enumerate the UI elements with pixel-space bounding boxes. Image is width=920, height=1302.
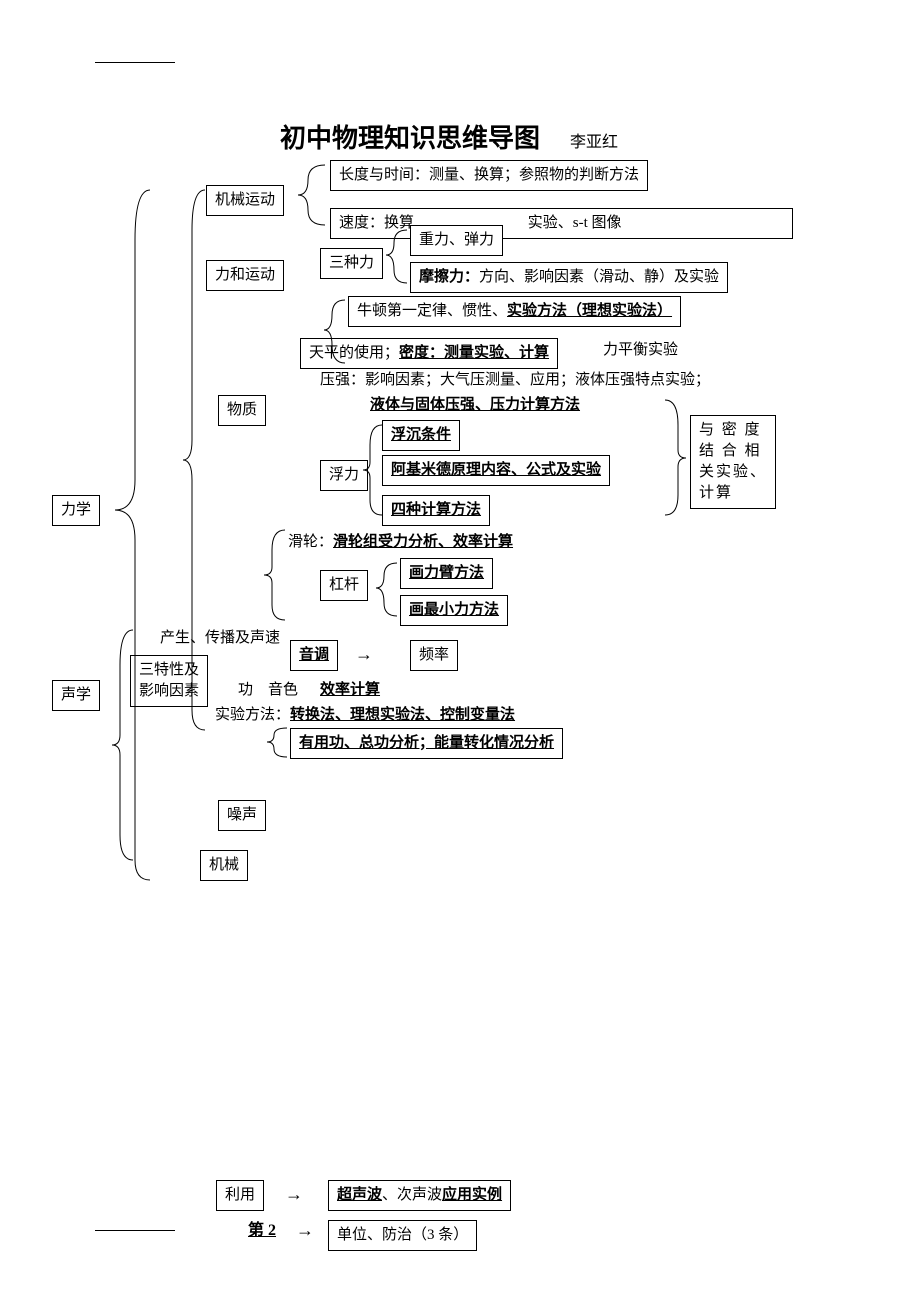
arrow-pitch-freq: →	[355, 644, 373, 665]
useful-text: 有用功、总功分析；能量转化情况分析	[299, 735, 554, 751]
exp-b: 转换法、理想实验法、控制变量法	[290, 707, 515, 723]
node-timbre: 音色	[268, 680, 298, 701]
node-newton: 牛顿第一定律、惯性、实验方法（理想实验法）	[348, 296, 681, 327]
node-mechanics: 力学	[52, 495, 100, 526]
archimedes-text: 阿基米德原理内容、公式及实验	[391, 462, 601, 478]
node-unit: 单位、防治（3 条）	[328, 1220, 477, 1251]
node-length-time: 长度与时间：测量、换算；参照物的判断方法	[330, 160, 648, 191]
brace-motion	[290, 160, 330, 230]
node-pitch: 音调	[290, 640, 338, 671]
node-pressure-a: 压强：影响因素；大气压测量、应用；液体压强特点实验；	[320, 370, 710, 391]
node-useful: 有用功、总功分析；能量转化情况分析	[290, 728, 563, 759]
node-eff: 效率计算	[320, 680, 380, 701]
node-exp: 实验方法：转换法、理想实验法、控制变量法	[215, 705, 515, 726]
brace-pulley	[260, 525, 290, 625]
brace-newton	[320, 295, 350, 370]
node-minforce: 画最小力方法	[400, 595, 508, 626]
node-four-calc: 四种计算方法	[382, 495, 490, 526]
rule-bottom	[95, 1230, 175, 1231]
node-motion: 机械运动	[206, 185, 284, 216]
exp-a: 实验方法：	[215, 707, 290, 723]
brace-buoyancy	[360, 420, 385, 520]
node-gravity: 重力、弹力	[410, 225, 503, 256]
node-ultra: 超声波、次声波应用实例	[328, 1180, 511, 1211]
minforce-text: 画最小力方法	[409, 602, 499, 618]
rule-top	[95, 62, 175, 63]
newton-b: 实验方法（理想实验法）	[507, 303, 672, 319]
node-friction: 摩擦力：方向、影响因素（滑动、静）及实验	[410, 262, 728, 293]
page-author: 李亚红	[570, 128, 618, 152]
node-float-cond: 浮沉条件	[382, 420, 460, 451]
node-force-motion: 力和运动	[206, 260, 284, 291]
ultra-mid: 、次声波	[382, 1187, 442, 1203]
node-pulley: 滑轮：滑轮组受力分析、效率计算	[288, 532, 513, 553]
friction-label: 摩擦力：	[419, 269, 479, 285]
arrow-footer: →	[296, 1220, 314, 1241]
node-matter: 物质	[218, 395, 266, 426]
page-footer: 第 2	[248, 1220, 276, 1242]
node-pressure-b: 液体与固体压强、压力计算方法	[370, 395, 580, 416]
pitch-text: 音调	[299, 647, 329, 663]
four-calc-text: 四种计算方法	[391, 502, 481, 518]
node-three-force: 三种力	[320, 248, 383, 279]
node-mech: 机械	[200, 850, 248, 881]
node-use: 利用	[216, 1180, 264, 1211]
node-freq: 频率	[410, 640, 458, 671]
node-acoustics: 声学	[52, 680, 100, 711]
friction-rest: 方向、影响因素（滑动、静）及实验	[479, 269, 719, 285]
arm-text: 画力臂方法	[409, 565, 484, 581]
page-title: 初中物理知识思维导图	[280, 118, 540, 155]
newton-a: 牛顿第一定律、惯性、	[357, 303, 507, 319]
ultra-b: 应用实例	[442, 1187, 502, 1203]
speed-suffix: 实验、s-t 图像	[528, 215, 622, 231]
brace-col2-top	[180, 180, 210, 740]
brace-acoustics	[108, 625, 138, 865]
node-work: 功	[238, 680, 253, 701]
float-cond-text: 浮沉条件	[391, 427, 451, 443]
node-arm: 画力臂方法	[400, 558, 493, 589]
brace-density-right	[660, 395, 690, 520]
pulley-b: 滑轮组受力分析、效率计算	[333, 534, 513, 550]
node-lever: 杠杆	[320, 570, 368, 601]
node-noise: 噪声	[218, 800, 266, 831]
brace-threeforce	[382, 225, 410, 290]
arrow-use-ultra: →	[285, 1184, 303, 1205]
node-archimedes: 阿基米德原理内容、公式及实验	[382, 455, 610, 486]
brace-lever	[372, 558, 400, 623]
brace-useful	[262, 725, 290, 760]
node-balance-right: 力平衡实验	[603, 340, 678, 361]
ultra-a: 超声波	[337, 1187, 382, 1203]
balance-b: 密度：测量实验、计算	[399, 345, 549, 361]
node-density-combo: 与 密 度 结 合 相 关实验、 计算	[690, 415, 776, 509]
pulley-a: 滑轮：	[288, 534, 333, 550]
